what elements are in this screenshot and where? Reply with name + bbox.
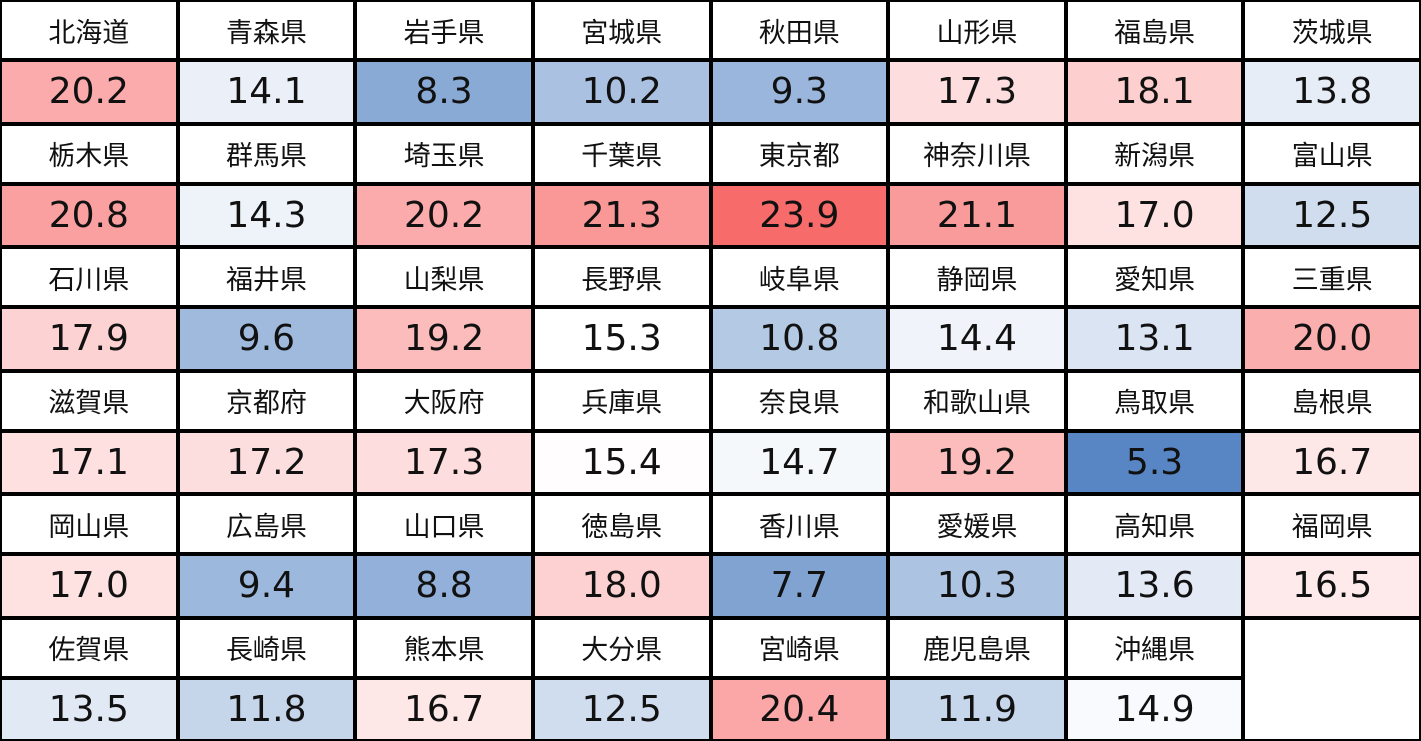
prefecture-value: 21.3 <box>534 185 709 245</box>
prefecture-name: 宮崎県 <box>712 619 887 676</box>
prefecture-name: 千葉県 <box>534 125 709 182</box>
prefecture-value: 10.2 <box>534 62 709 122</box>
prefecture-value: 9.6 <box>179 309 354 369</box>
prefecture-name: 青森県 <box>179 2 354 58</box>
prefecture-name: 徳島県 <box>534 496 709 552</box>
prefecture-name: 山梨県 <box>357 249 531 305</box>
prefecture-value: 13.8 <box>1245 62 1419 122</box>
empty-cell <box>1245 619 1419 739</box>
prefecture-name: 大阪府 <box>357 372 531 429</box>
prefecture-value: 13.5 <box>2 679 176 739</box>
prefecture-name: 福岡県 <box>1245 496 1419 552</box>
prefecture-value: 14.4 <box>890 309 1064 369</box>
prefecture-value: 17.0 <box>1067 185 1242 245</box>
prefecture-value: 23.9 <box>712 185 887 245</box>
prefecture-name: 島根県 <box>1245 372 1419 429</box>
prefecture-value: 19.2 <box>357 309 531 369</box>
prefecture-name: 熊本県 <box>357 619 531 676</box>
prefecture-name: 高知県 <box>1067 496 1242 552</box>
prefecture-value: 17.2 <box>179 432 354 492</box>
prefecture-value: 7.7 <box>712 556 887 616</box>
prefecture-value: 13.6 <box>1067 556 1242 616</box>
prefecture-name: 新潟県 <box>1067 125 1242 182</box>
prefecture-name: 栃木県 <box>2 125 176 182</box>
prefecture-name: 京都府 <box>179 372 354 429</box>
prefecture-value: 20.2 <box>2 62 176 122</box>
prefecture-name: 愛知県 <box>1067 249 1242 305</box>
prefecture-name: 埼玉県 <box>357 125 531 182</box>
prefecture-value: 16.7 <box>1245 432 1419 492</box>
prefecture-value: 14.7 <box>712 432 887 492</box>
prefecture-name: 宮城県 <box>534 2 709 58</box>
prefecture-value: 17.3 <box>357 432 531 492</box>
prefecture-value: 12.5 <box>534 679 709 739</box>
prefecture-value: 17.1 <box>2 432 176 492</box>
prefecture-name: 鳥取県 <box>1067 372 1242 429</box>
prefecture-value: 16.7 <box>357 679 531 739</box>
prefecture-value: 8.8 <box>357 556 531 616</box>
prefecture-name: 東京都 <box>712 125 887 182</box>
prefecture-name: 香川県 <box>712 496 887 552</box>
prefecture-name: 秋田県 <box>712 2 887 58</box>
prefecture-value: 15.3 <box>534 309 709 369</box>
prefecture-name: 兵庫県 <box>534 372 709 429</box>
prefecture-name: 福井県 <box>179 249 354 305</box>
prefecture-name: 福島県 <box>1067 2 1242 58</box>
prefecture-name: 岐阜県 <box>712 249 887 305</box>
prefecture-name: 愛媛県 <box>890 496 1064 552</box>
prefecture-name: 佐賀県 <box>2 619 176 676</box>
prefecture-value: 14.9 <box>1067 679 1242 739</box>
prefecture-value: 21.1 <box>890 185 1064 245</box>
prefecture-name: 富山県 <box>1245 125 1419 182</box>
prefecture-name: 岡山県 <box>2 496 176 552</box>
prefecture-name: 長野県 <box>534 249 709 305</box>
prefecture-name: 鹿児島県 <box>890 619 1064 676</box>
prefecture-value: 17.9 <box>2 309 176 369</box>
prefecture-name: 神奈川県 <box>890 125 1064 182</box>
prefecture-value: 9.3 <box>712 62 887 122</box>
prefecture-name: 群馬県 <box>179 125 354 182</box>
prefecture-value: 20.8 <box>2 185 176 245</box>
prefecture-value: 20.4 <box>712 679 887 739</box>
prefecture-value: 11.8 <box>179 679 354 739</box>
prefecture-value: 13.1 <box>1067 309 1242 369</box>
prefecture-name: 大分県 <box>534 619 709 676</box>
prefecture-value: 14.1 <box>179 62 354 122</box>
prefecture-value: 16.5 <box>1245 556 1419 616</box>
prefecture-name: 広島県 <box>179 496 354 552</box>
prefecture-value: 5.3 <box>1067 432 1242 492</box>
prefecture-value: 8.3 <box>357 62 531 122</box>
prefecture-name: 石川県 <box>2 249 176 305</box>
prefecture-name: 長崎県 <box>179 619 354 676</box>
prefecture-value: 19.2 <box>890 432 1064 492</box>
prefecture-name: 山口県 <box>357 496 531 552</box>
prefecture-name: 和歌山県 <box>890 372 1064 429</box>
prefecture-name: 岩手県 <box>357 2 531 58</box>
prefecture-name: 茨城県 <box>1245 2 1419 58</box>
prefecture-value: 11.9 <box>890 679 1064 739</box>
prefecture-value: 18.0 <box>534 556 709 616</box>
prefecture-name: 山形県 <box>890 2 1064 58</box>
prefecture-value: 14.3 <box>179 185 354 245</box>
prefecture-value: 20.2 <box>357 185 531 245</box>
prefecture-value: 15.4 <box>534 432 709 492</box>
prefecture-value: 17.3 <box>890 62 1064 122</box>
prefecture-value: 12.5 <box>1245 185 1419 245</box>
prefecture-value: 10.8 <box>712 309 887 369</box>
prefecture-name: 北海道 <box>2 2 176 58</box>
prefecture-value: 20.0 <box>1245 309 1419 369</box>
prefecture-name: 滋賀県 <box>2 372 176 429</box>
prefecture-value: 17.0 <box>2 556 176 616</box>
prefecture-value: 9.4 <box>179 556 354 616</box>
prefecture-name: 沖縄県 <box>1067 619 1242 676</box>
prefecture-name: 三重県 <box>1245 249 1419 305</box>
prefecture-value: 18.1 <box>1067 62 1242 122</box>
prefecture-name: 奈良県 <box>712 372 887 429</box>
prefecture-name: 静岡県 <box>890 249 1064 305</box>
prefecture-value: 10.3 <box>890 556 1064 616</box>
